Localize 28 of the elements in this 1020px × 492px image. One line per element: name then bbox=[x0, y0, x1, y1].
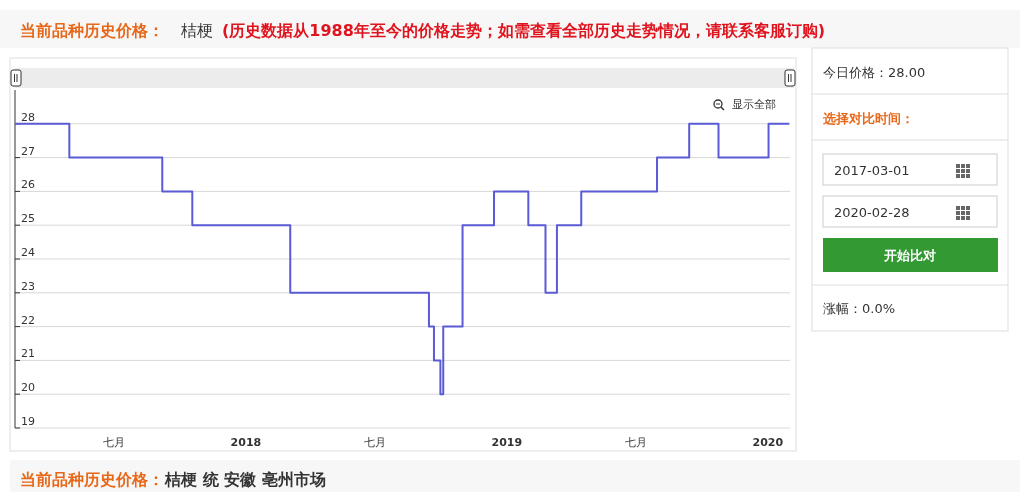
text: 2020-02-28 bbox=[834, 205, 910, 220]
x-tick-label: 2020 bbox=[752, 436, 784, 449]
text: 选择对比时间： bbox=[822, 111, 914, 126]
y-tick-label: 22 bbox=[21, 313, 35, 327]
text: 涨幅：0.0% bbox=[823, 301, 896, 316]
y-tick-label: 27 bbox=[21, 144, 35, 158]
x-tick-label: 七月 bbox=[364, 436, 387, 449]
chart-title: 当前品种历史价格： bbox=[20, 21, 164, 40]
x-tick-label: 七月 bbox=[625, 436, 648, 449]
y-tick-label: 25 bbox=[21, 212, 35, 226]
annotation: 显示全部 bbox=[732, 98, 776, 111]
text: 当前品种历史价格： bbox=[20, 470, 164, 489]
y-tick-label: 28 bbox=[21, 110, 35, 124]
text: 桔梗 统 安徽 亳州市场 bbox=[164, 470, 326, 489]
text: (历史数据从1988年至今的价格走势；如需查看全部历史走势情况，请联系客服订购) bbox=[222, 21, 826, 40]
y-tick-label: 26 bbox=[21, 178, 35, 192]
chart-subtitle: 桔梗 bbox=[180, 21, 213, 40]
x-tick-label: 2018 bbox=[230, 436, 262, 449]
x-tick-label: 七月 bbox=[103, 436, 126, 449]
y-tick-label: 21 bbox=[21, 347, 35, 361]
y-tick-label: 23 bbox=[21, 279, 35, 293]
y-tick-label: 19 bbox=[21, 415, 35, 428]
text: 2017-03-01 bbox=[834, 163, 910, 178]
x-tick-label: 2019 bbox=[491, 436, 523, 449]
y-tick-label: 20 bbox=[21, 381, 35, 395]
text: 开始比对 bbox=[883, 248, 936, 263]
y-tick-label: 24 bbox=[21, 246, 35, 259]
text: 今日价格：28.00 bbox=[823, 65, 926, 80]
